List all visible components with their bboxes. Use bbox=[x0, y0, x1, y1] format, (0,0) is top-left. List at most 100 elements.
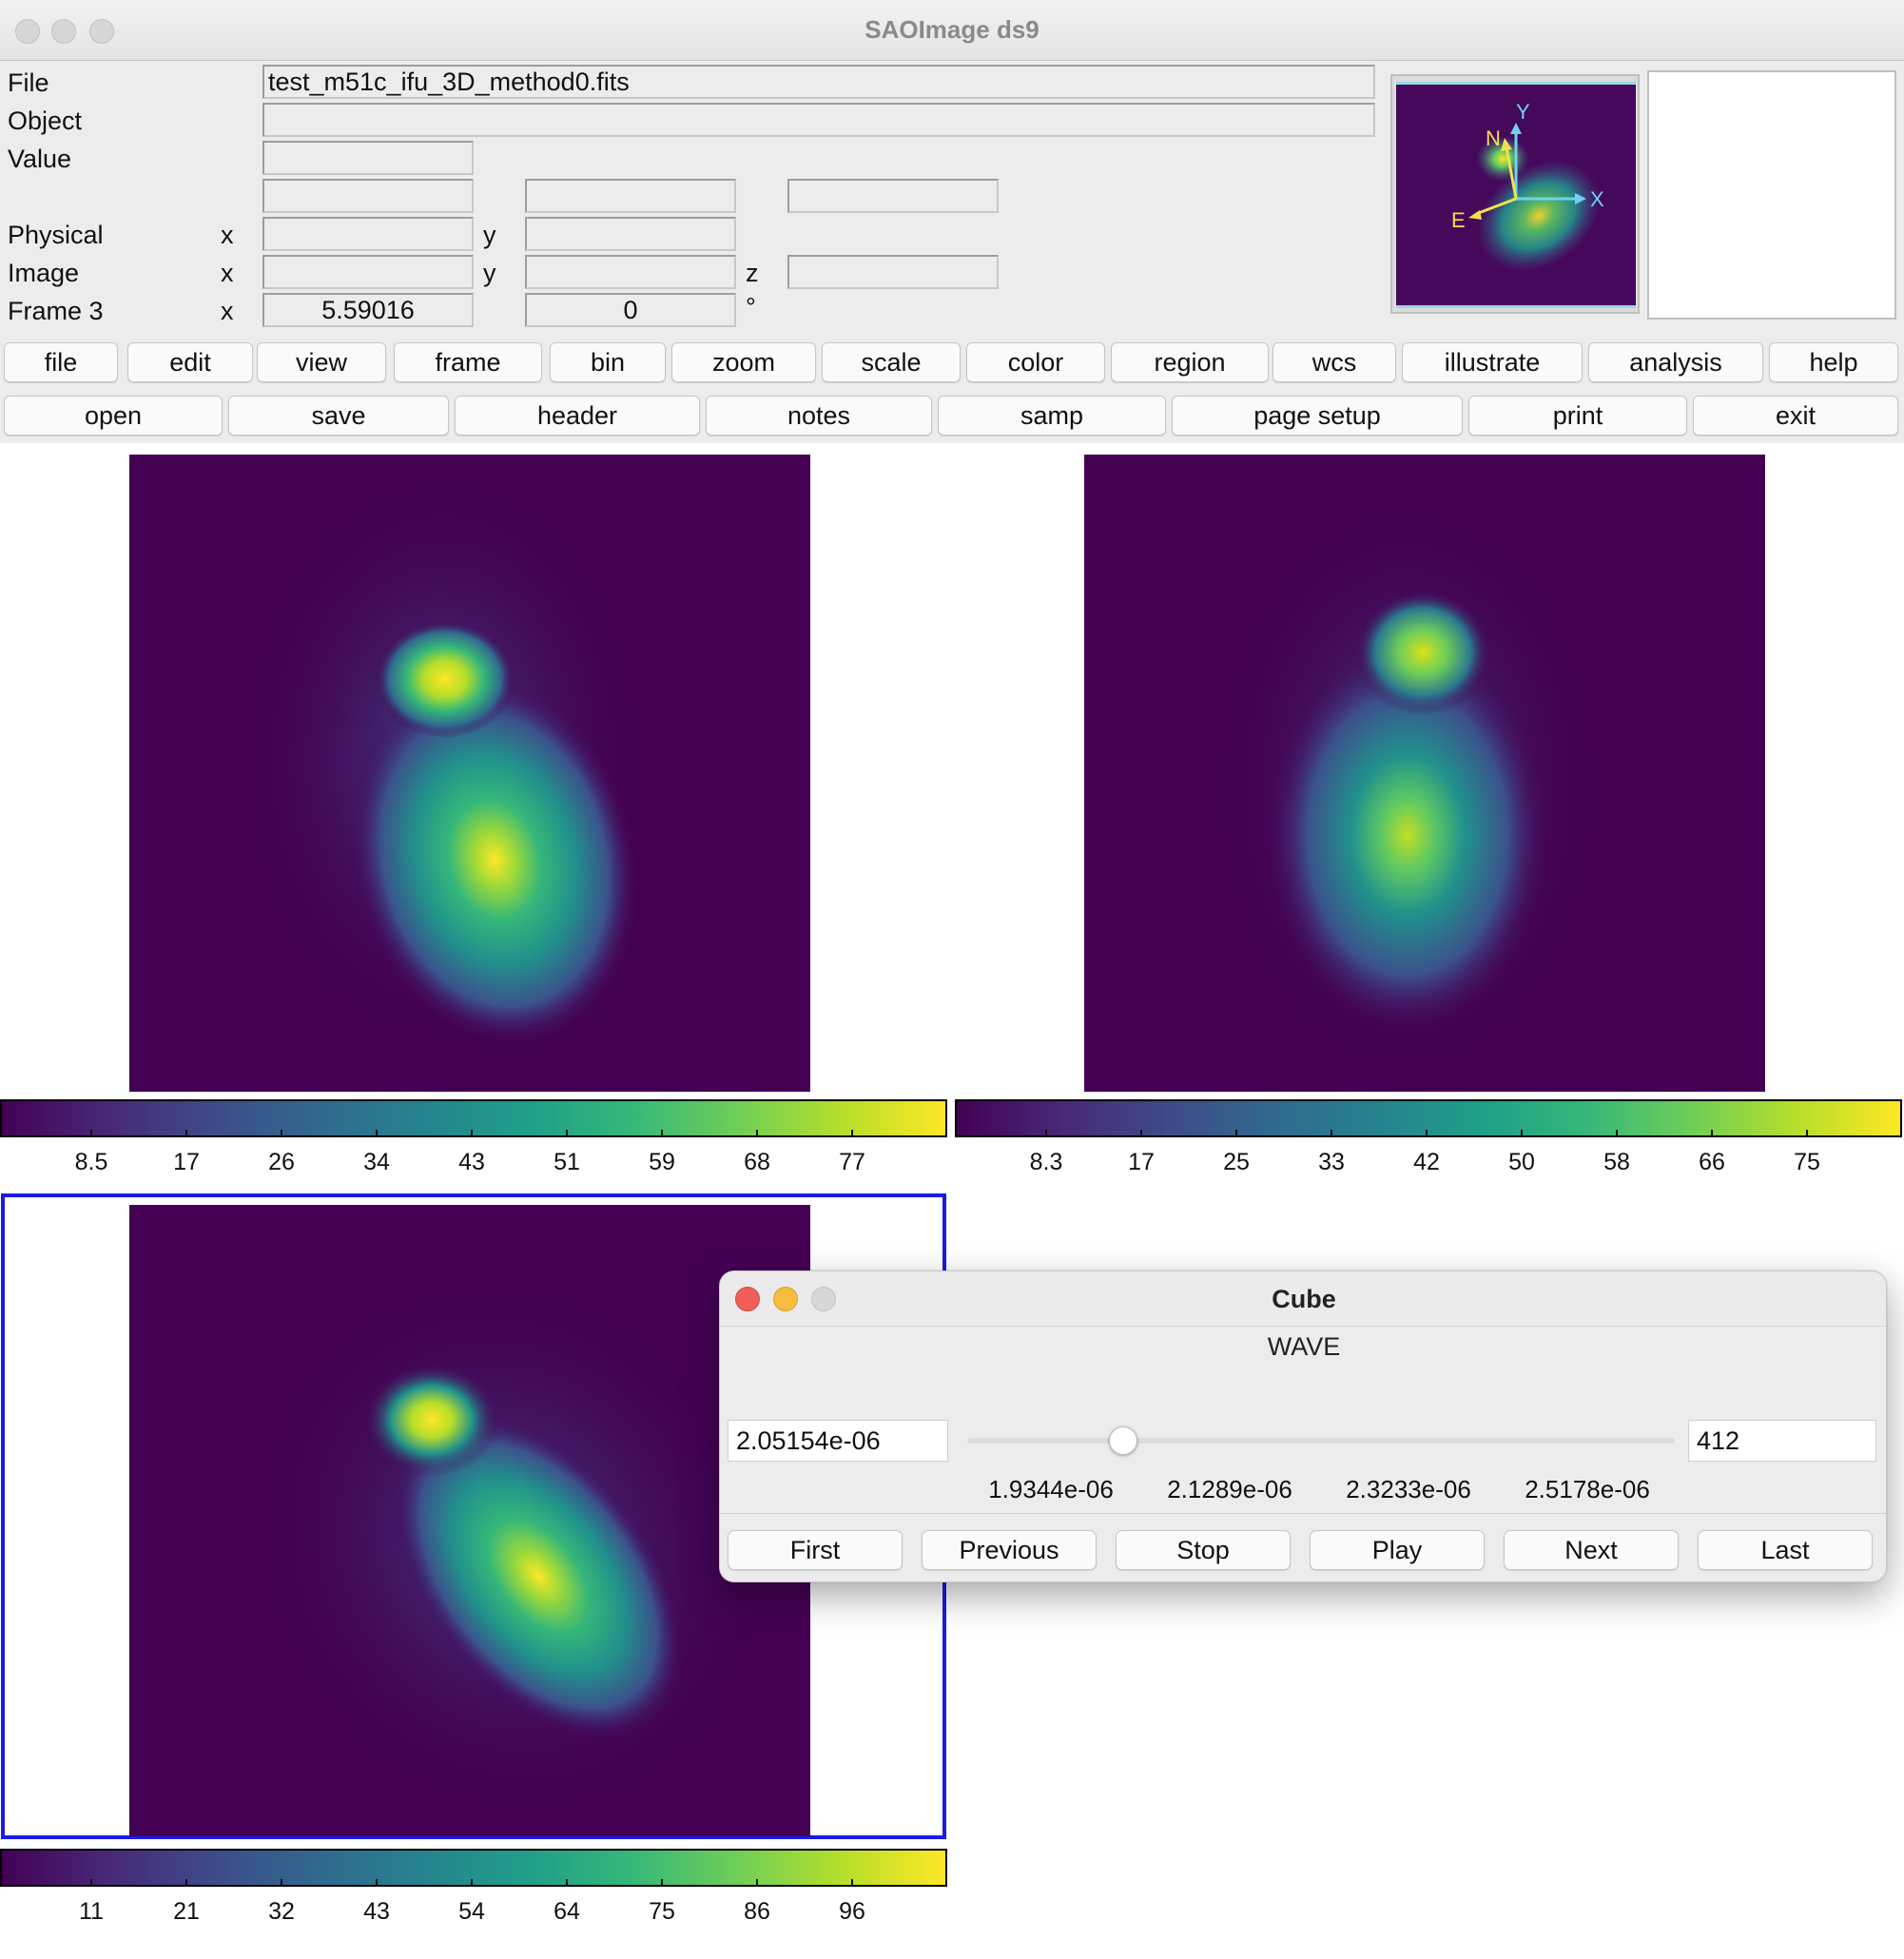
wave-value-input[interactable] bbox=[728, 1420, 948, 1462]
colorbar-tick-label: 17 bbox=[1103, 1149, 1179, 1176]
colorbar-tick-label: 17 bbox=[148, 1149, 224, 1176]
colorbar-tick-label: 43 bbox=[339, 1898, 415, 1926]
degree-label: ° bbox=[746, 293, 756, 322]
colorbar-tick-label: 77 bbox=[814, 1149, 890, 1176]
panner-x-label: X bbox=[1590, 187, 1604, 211]
exit-button[interactable]: exit bbox=[1693, 396, 1898, 436]
colorbar-tick-label: 8.5 bbox=[53, 1149, 129, 1176]
colorbar-tick bbox=[661, 1130, 663, 1137]
image-label: Image bbox=[8, 259, 79, 288]
value-label: Value bbox=[8, 145, 71, 174]
colorbar-tick-label: 66 bbox=[1674, 1149, 1750, 1176]
physical-y-label: y bbox=[483, 221, 496, 250]
colorbar-tick bbox=[1521, 1130, 1523, 1137]
colorbar-tick-label: 58 bbox=[1579, 1149, 1655, 1176]
cube-slider-knob[interactable] bbox=[1109, 1426, 1137, 1455]
menu-analysis[interactable]: analysis bbox=[1588, 342, 1763, 382]
cube-axis-label: WAVE bbox=[720, 1332, 1887, 1362]
first-button[interactable]: First bbox=[728, 1530, 903, 1570]
panner-n-label: N bbox=[1486, 126, 1501, 150]
slice-number-input[interactable] bbox=[1688, 1420, 1876, 1462]
last-button[interactable]: Last bbox=[1698, 1530, 1873, 1570]
colorbar-tick-label: 34 bbox=[339, 1149, 415, 1176]
cube-dialog: Cube WAVE 1.9344e-06 2.1289e-06 2.3233e-… bbox=[719, 1270, 1887, 1582]
buttonbar: open save header notes samp page setup p… bbox=[0, 390, 1904, 443]
colorbar-tick-label: 59 bbox=[624, 1149, 700, 1176]
frame-2-colorbar bbox=[955, 1099, 1902, 1137]
print-button[interactable]: print bbox=[1468, 396, 1687, 436]
image-z-field bbox=[787, 255, 999, 289]
frame-2-galaxy bbox=[1084, 455, 1765, 1092]
open-button[interactable]: open bbox=[4, 396, 223, 436]
next-button[interactable]: Next bbox=[1504, 1530, 1679, 1570]
colorbar-tick-label: 96 bbox=[814, 1898, 890, 1926]
frame-3-image[interactable] bbox=[129, 1205, 810, 1836]
header-button[interactable]: header bbox=[455, 396, 700, 436]
colorbar-tick-label: 51 bbox=[529, 1149, 605, 1176]
frame-1-image[interactable] bbox=[129, 455, 810, 1092]
frame-3-colorbar bbox=[0, 1849, 947, 1887]
colorbar-tick bbox=[566, 1879, 568, 1887]
colorbar-tick bbox=[756, 1879, 758, 1887]
frame-x-label: x bbox=[221, 297, 234, 326]
colorbar-tick bbox=[281, 1130, 282, 1137]
previous-button[interactable]: Previous bbox=[922, 1530, 1097, 1570]
cube-title: Cube bbox=[720, 1285, 1887, 1314]
panner[interactable]: Y X N E bbox=[1390, 74, 1640, 314]
cube-slider-track[interactable] bbox=[967, 1438, 1675, 1444]
colorbar-tick-label: 25 bbox=[1198, 1149, 1274, 1176]
colorbar-tick-label: 75 bbox=[1769, 1149, 1845, 1176]
menu-frame[interactable]: frame bbox=[394, 342, 542, 382]
menu-edit[interactable]: edit bbox=[127, 342, 253, 382]
colorbar-tick bbox=[851, 1879, 853, 1887]
colorbar-tick-label: 54 bbox=[434, 1898, 510, 1926]
notes-button[interactable]: notes bbox=[706, 396, 932, 436]
frame-label: Frame 3 bbox=[8, 297, 104, 326]
menu-file[interactable]: file bbox=[4, 342, 118, 382]
colorbar-tick bbox=[756, 1130, 758, 1137]
window-titlebar[interactable]: SAOImage ds9 bbox=[0, 0, 1904, 61]
colorbar-tick-label: 33 bbox=[1293, 1149, 1370, 1176]
colorbar-tick bbox=[1331, 1130, 1332, 1137]
image-x-label: x bbox=[221, 259, 234, 288]
colorbar-tick bbox=[90, 1130, 92, 1137]
menu-wcs[interactable]: wcs bbox=[1273, 342, 1396, 382]
menu-color[interactable]: color bbox=[966, 342, 1105, 382]
play-button[interactable]: Play bbox=[1310, 1530, 1485, 1570]
colorbar-tick-label: 8.3 bbox=[1008, 1149, 1084, 1176]
colorbar-tick bbox=[471, 1879, 473, 1887]
cube-titlebar[interactable]: Cube bbox=[720, 1271, 1887, 1327]
frame-2-image[interactable] bbox=[1084, 455, 1765, 1092]
image-y-label: y bbox=[483, 259, 496, 288]
menu-help[interactable]: help bbox=[1769, 342, 1898, 382]
save-button[interactable]: save bbox=[228, 396, 449, 436]
colorbar-tick-label: 50 bbox=[1484, 1149, 1560, 1176]
colorbar-tick-label: 42 bbox=[1389, 1149, 1465, 1176]
menu-region[interactable]: region bbox=[1111, 342, 1269, 382]
panner-galaxy-svg: Y X N E bbox=[1396, 85, 1636, 305]
menu-scale[interactable]: scale bbox=[822, 342, 961, 382]
frame-y-field: 0 bbox=[525, 293, 736, 327]
colorbar-tick bbox=[471, 1130, 473, 1137]
wcs-field-2 bbox=[525, 179, 736, 213]
panner-thumbnail[interactable]: Y X N E bbox=[1396, 82, 1636, 308]
wcs-field-1 bbox=[262, 179, 474, 213]
colorbar-tick bbox=[185, 1130, 187, 1137]
menu-zoom[interactable]: zoom bbox=[671, 342, 816, 382]
samp-button[interactable]: samp bbox=[938, 396, 1166, 436]
colorbar-tick-label: 86 bbox=[719, 1898, 795, 1926]
slider-tick-label: 2.5178e-06 bbox=[1502, 1475, 1673, 1504]
frame-1-galaxy bbox=[129, 455, 810, 1092]
physical-y-field bbox=[525, 217, 736, 251]
menu-view[interactable]: view bbox=[257, 342, 386, 382]
image-z-label: z bbox=[746, 259, 759, 288]
menu-bin[interactable]: bin bbox=[550, 342, 666, 382]
cube-separator bbox=[720, 1513, 1887, 1514]
stop-button[interactable]: Stop bbox=[1116, 1530, 1291, 1570]
colorbar-tick bbox=[185, 1879, 187, 1887]
colorbar-tick bbox=[1140, 1130, 1142, 1137]
menu-illustrate[interactable]: illustrate bbox=[1402, 342, 1583, 382]
menubar: file edit view frame bin zoom scale colo… bbox=[0, 337, 1904, 390]
frame-3-galaxy bbox=[129, 1205, 810, 1836]
page-setup-button[interactable]: page setup bbox=[1172, 396, 1463, 436]
